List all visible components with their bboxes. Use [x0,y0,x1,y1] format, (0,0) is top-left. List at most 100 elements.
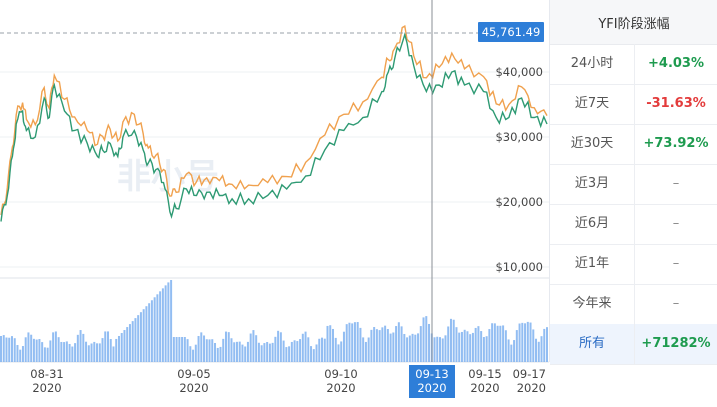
period-row[interactable]: 近1年 – [550,244,717,285]
volume-bar [312,349,315,362]
volume-bar [436,336,439,362]
volume-bar [463,329,466,362]
volume-bar [148,303,151,362]
y-tick-label: $10,000 [495,260,543,274]
volume-bar [504,330,507,362]
price-chart[interactable]: 非小号45,761.49$40,000$30,000$20,000$10,000… [0,0,549,407]
volume-bar [526,321,529,362]
volume-bar [370,329,373,362]
volume-bar [65,341,68,362]
volume-bar [348,322,351,362]
volume-bar [507,339,510,362]
volume-bar [109,339,112,362]
panel-title: YFI阶段涨幅 [550,0,717,45]
volume-bar [145,306,148,362]
x-tick-label: 09-13 [415,367,448,381]
volume-bar [282,340,285,362]
volume-bar [329,325,332,362]
volume-bar [128,324,131,362]
volume-bar [167,282,170,362]
period-row[interactable]: 近3月 – [550,164,717,205]
volume-bar [482,337,485,362]
x-tick-label: 09-05 [177,367,210,381]
volume-bar [540,336,543,362]
volume-bar [342,331,345,362]
volume-bar [194,344,197,362]
volume-bar [266,341,269,362]
volume-bar [178,337,181,362]
volume-bar [378,330,381,362]
volume-bar [318,338,321,362]
period-row[interactable]: 近30天 +73.92% [550,124,717,165]
x-tick-label: 09-17 [513,367,546,381]
volume-bar [493,323,496,362]
volume-bar [428,323,431,362]
volume-bar [359,327,362,362]
volume-bar [87,345,90,362]
volume-bar [367,337,370,362]
volume-bar [74,343,77,362]
volume-bar [139,312,142,362]
volume-bar [488,329,491,362]
volume-bar [334,337,337,362]
volume-bar [93,341,96,362]
volume-bar [537,341,540,362]
volume-bar [227,332,230,362]
volume-bar [252,330,255,362]
volume-bar [54,331,57,362]
volume-bar [315,344,318,362]
volume-bar [159,291,162,362]
volume-bar [52,332,55,362]
volume-bar [373,327,376,362]
volume-bar [2,335,5,362]
period-row[interactable]: 24小时 +4.03% [550,44,717,85]
volume-bar [362,337,365,362]
volume-bar [19,349,22,362]
volume-bar [491,323,494,362]
volume-bar [16,345,19,362]
period-row[interactable]: 今年来 – [550,284,717,325]
volume-bar [104,331,107,362]
volume-bar [518,323,521,362]
volume-bar [219,346,222,362]
volume-bar [49,340,52,362]
x-tick-year: 2020 [470,381,499,395]
volume-bar [244,346,247,362]
volume-bar [189,346,192,362]
volume-bar [529,322,532,362]
volume-bar [175,337,178,362]
volume-bar [76,334,79,362]
volume-bar [386,329,389,362]
volume-bar [200,332,203,362]
volume-bar [137,315,140,362]
volume-bar [543,328,546,362]
volume-bar [172,337,175,362]
period-label: 近30天 [550,124,635,164]
y-tick-label: $20,000 [495,195,543,209]
volume-bar [499,325,502,362]
period-change-panel: YFI阶段涨幅 24小时 +4.03% 近7天 -31.63% 近30天 +73.92% 近… [549,0,717,365]
volume-bar [35,339,38,362]
volume-bar [115,338,118,362]
volume-bar [101,338,104,362]
period-label: 近1年 [550,244,635,284]
volume-bar [532,329,535,362]
period-change-value: – [672,176,680,191]
volume-bar [60,341,63,362]
period-row[interactable]: 所有 +71282% [550,324,717,365]
volume-bar [24,337,27,362]
volume-bar [203,335,206,362]
volume-bar [485,336,488,362]
x-tick-year: 2020 [517,381,546,395]
volume-bar [425,316,428,362]
x-tick-year: 2020 [417,381,446,395]
period-row[interactable]: 近7天 -31.63% [550,84,717,125]
volume-bar [30,334,33,362]
volume-bar [123,330,126,362]
period-row[interactable]: 近6月 – [550,204,717,245]
period-change-value: – [672,296,680,311]
volume-bar [277,330,280,362]
volume-bar [471,332,474,362]
volume-bar [71,346,74,362]
volume-bar [340,341,343,362]
